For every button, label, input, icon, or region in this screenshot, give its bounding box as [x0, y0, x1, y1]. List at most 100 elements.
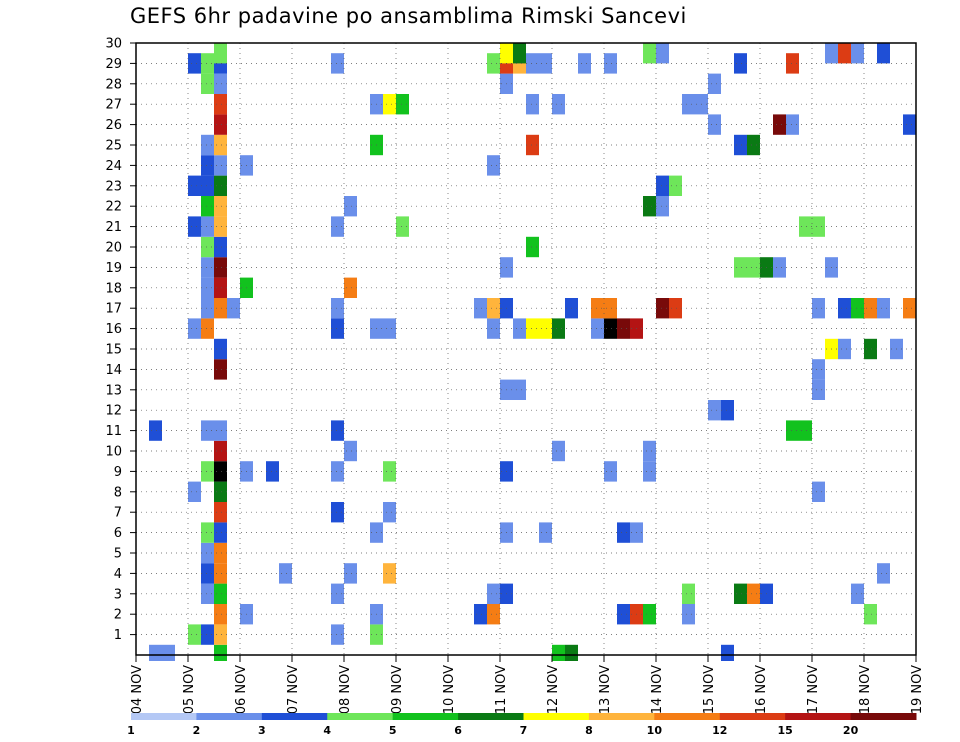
heatmap-cell [812, 216, 825, 237]
heatmap-cell [201, 420, 214, 441]
heatmap-cell [201, 461, 214, 482]
colorbar-label: 1 [127, 724, 135, 737]
heatmap-cell [214, 155, 227, 176]
heatmap-cell [331, 53, 344, 74]
y-tick-label: 15 [105, 343, 122, 358]
heatmap-cell [552, 94, 565, 115]
colorbar-label: 20 [843, 724, 859, 737]
heatmap-cell [539, 522, 552, 543]
heatmap-cell [331, 420, 344, 441]
heatmap-cell [201, 175, 214, 196]
y-tick-label: 30 [105, 37, 122, 52]
heatmap-cell [201, 134, 214, 156]
heatmap-cell [201, 73, 214, 94]
heatmap-cell [214, 624, 227, 645]
colorbar-swatch [850, 713, 917, 720]
x-tick-label: 17 NOV [806, 665, 821, 714]
heatmap-cell [201, 522, 214, 543]
y-tick-label: 14 [105, 363, 122, 378]
heatmap-cell [838, 298, 851, 319]
colorbar-swatch [392, 713, 459, 720]
heatmap-cell [708, 73, 721, 94]
y-tick-label: 17 [105, 302, 122, 317]
heatmap-cell [396, 94, 409, 115]
y-tick-label: 22 [105, 200, 122, 215]
y-axis: 1234567891011121314151617181920212223242… [105, 37, 136, 643]
heatmap-cell [214, 461, 227, 482]
heatmap-cell [214, 298, 227, 319]
x-tick-label: 12 NOV [546, 665, 561, 714]
heatmap-cell [344, 440, 357, 462]
heatmap-cell [188, 216, 201, 237]
heatmap-cell [617, 522, 630, 543]
heatmap-cell [877, 563, 890, 584]
colorbar-swatch [131, 713, 197, 720]
y-tick-label: 9 [114, 465, 122, 480]
heatmap-cell [214, 257, 227, 278]
heatmap-cell [786, 53, 799, 74]
heatmap-cell [188, 318, 201, 339]
heatmap-cell [825, 43, 838, 64]
x-tick-label: 09 NOV [390, 665, 405, 714]
heatmap-cell [643, 43, 656, 64]
heatmap-cell [487, 298, 500, 319]
colorbar-label: 8 [585, 724, 593, 737]
heatmap-cell [214, 134, 227, 156]
heatmap-cell [617, 604, 630, 625]
y-tick-label: 2 [114, 608, 122, 623]
heatmap-cell [201, 318, 214, 339]
y-tick-label: 1 [114, 628, 122, 643]
colorbar-label: 4 [323, 724, 331, 737]
y-tick-label: 19 [105, 261, 122, 276]
x-tick-label: 04 NOV [130, 665, 145, 714]
heatmap-cell [214, 175, 227, 196]
heatmap-cell [214, 644, 227, 661]
heatmap-cells [149, 43, 916, 661]
colorbar-swatch [785, 713, 852, 720]
y-tick-label: 25 [105, 139, 122, 154]
colorbar-swatch [588, 713, 655, 720]
heatmap-cell [201, 155, 214, 176]
colorbar-swatch [458, 713, 524, 720]
colorbar-label: 7 [520, 724, 528, 737]
heatmap-cell [513, 379, 526, 400]
heatmap-cell [643, 461, 656, 482]
y-tick-label: 16 [105, 322, 122, 337]
heatmap-cell [656, 298, 669, 319]
heatmap-cell [799, 216, 812, 237]
y-tick-label: 12 [105, 404, 122, 419]
heatmap-cell [864, 338, 877, 360]
heatmap-cell [864, 298, 877, 319]
heatmap-cell [201, 563, 214, 584]
heatmap-cell [526, 53, 539, 74]
heatmap-cell [214, 420, 227, 441]
heatmap-cell [214, 563, 227, 584]
heatmap-cell [565, 644, 578, 661]
heatmap-cell [903, 114, 916, 135]
heatmap-cell [214, 583, 227, 604]
x-tick-label: 16 NOV [754, 665, 769, 714]
y-tick-label: 29 [105, 57, 122, 72]
heatmap-cell [539, 53, 552, 74]
heatmap-cell [812, 298, 825, 319]
heatmap-cell [669, 298, 682, 319]
heatmap-cell [344, 277, 357, 298]
colorbar-label: 10 [647, 724, 663, 737]
heatmap-cell [708, 400, 721, 421]
heatmap-cell [149, 644, 162, 661]
heatmap-cell [331, 624, 344, 645]
colorbar-swatch [719, 713, 786, 720]
heatmap-cell [526, 236, 539, 258]
heatmap-cell [617, 318, 630, 339]
colorbar-label: 5 [389, 724, 397, 737]
heatmap-cell [552, 440, 565, 462]
heatmap-cell [201, 542, 214, 564]
y-tick-label: 13 [105, 383, 122, 398]
heatmap-cell [162, 644, 175, 661]
y-tick-label: 27 [105, 98, 122, 113]
heatmap-cell [773, 114, 786, 135]
heatmap-cell [331, 298, 344, 319]
heatmap-cell [201, 53, 214, 74]
heatmap-cell [643, 440, 656, 462]
heatmap-cell [591, 318, 604, 339]
